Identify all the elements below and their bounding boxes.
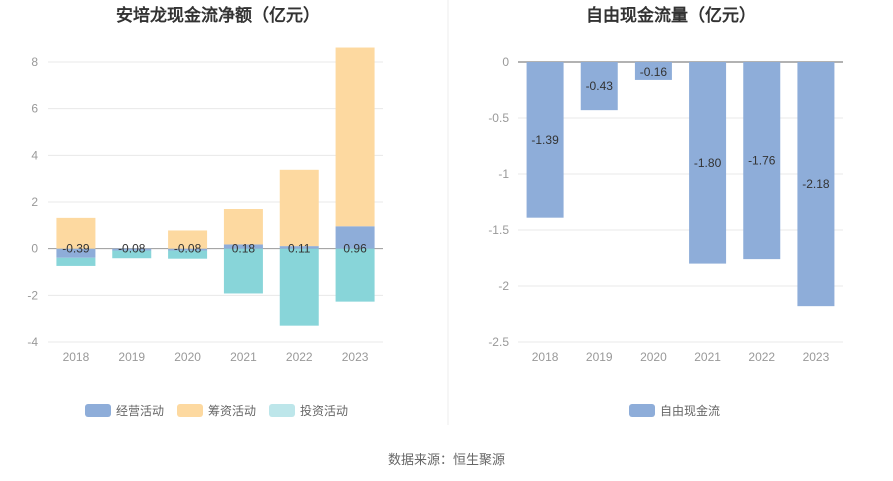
left-data-label: -0.08 bbox=[174, 242, 202, 256]
left-data-label: 0.96 bbox=[343, 242, 367, 256]
right-x-tick: 2018 bbox=[532, 350, 559, 364]
left-bar-operating[interactable] bbox=[112, 248, 152, 251]
legend-swatch-investing bbox=[269, 404, 295, 417]
left-bar-investing[interactable] bbox=[279, 248, 319, 326]
left-x-tick: 2020 bbox=[174, 350, 201, 364]
legend-label-financing: 筹资活动 bbox=[208, 404, 256, 418]
right-data-label: -0.16 bbox=[640, 65, 668, 79]
left-chart: 安培龙现金流净额（亿元） -4 -2 0 2 4 6 8 -0.39 -0.08 -0.08 0.… bbox=[27, 5, 383, 418]
data-source: 数据来源：恒生聚源 bbox=[388, 452, 505, 467]
left-y-tick: -2 bbox=[27, 288, 38, 302]
right-y-tick: -0.5 bbox=[488, 111, 509, 125]
legend-swatch-fcf bbox=[629, 404, 655, 417]
legend-swatch-operating bbox=[85, 404, 111, 417]
right-bar-fcf[interactable] bbox=[526, 62, 564, 218]
right-data-label: -0.43 bbox=[586, 79, 614, 93]
right-y-tick: -1 bbox=[498, 167, 509, 181]
left-bar-financing[interactable] bbox=[56, 217, 96, 249]
right-grid: 0 -0.5 -1 -1.5 -2 -2.5 bbox=[488, 55, 843, 349]
left-x-ticks: 2018 2019 2020 2021 2022 2023 bbox=[63, 350, 369, 364]
right-y-tick: -2.5 bbox=[488, 335, 509, 349]
left-bar-investing[interactable] bbox=[223, 248, 263, 294]
right-data-label: -1.39 bbox=[531, 133, 559, 147]
legend-item-fcf[interactable]: 自由现金流 bbox=[629, 403, 720, 418]
legend-label-fcf: 自由现金流 bbox=[660, 403, 720, 418]
left-data-label: -0.08 bbox=[118, 242, 146, 256]
right-y-tick: 0 bbox=[502, 55, 509, 69]
right-x-tick: 2020 bbox=[640, 350, 667, 364]
left-y-tick: 4 bbox=[31, 148, 38, 162]
right-x-tick: 2019 bbox=[586, 350, 613, 364]
left-y-tick: 8 bbox=[31, 55, 38, 69]
right-bar-fcf[interactable] bbox=[689, 62, 727, 264]
right-chart-title: 自由现金流量（亿元） bbox=[586, 5, 756, 25]
right-legend: 自由现金流 bbox=[629, 403, 720, 418]
left-bar-investing[interactable] bbox=[56, 257, 96, 266]
left-y-tick: 0 bbox=[31, 242, 38, 256]
left-y-tick: 6 bbox=[31, 102, 38, 116]
legend-swatch-financing bbox=[177, 404, 203, 417]
left-data-label: -0.39 bbox=[62, 242, 90, 256]
left-bars bbox=[56, 47, 375, 326]
left-bar-investing[interactable] bbox=[112, 250, 152, 259]
left-bar-financing[interactable] bbox=[335, 47, 375, 227]
left-bar-investing[interactable] bbox=[168, 250, 208, 259]
left-bar-operating[interactable] bbox=[168, 248, 208, 251]
left-x-tick: 2023 bbox=[342, 350, 369, 364]
right-data-label: -1.80 bbox=[694, 156, 722, 170]
right-y-tick: -1.5 bbox=[488, 223, 509, 237]
right-bar-fcf[interactable] bbox=[797, 62, 835, 307]
right-data-labels: -1.39 -0.43 -0.16 -1.80 -1.76 -2.18 bbox=[531, 65, 830, 191]
right-chart: 自由现金流量（亿元） 0-0.5-1-1.5-2-2.5 -1.39-0.43-… bbox=[488, 5, 843, 418]
left-x-tick: 2022 bbox=[286, 350, 313, 364]
right-y-tick: -2 bbox=[498, 279, 509, 293]
right-bar-fcf[interactable] bbox=[580, 62, 618, 111]
left-y-tick: 2 bbox=[31, 195, 38, 209]
left-bar-investing[interactable] bbox=[335, 248, 375, 302]
right-x-tick: 2023 bbox=[803, 350, 830, 364]
right-data-label: -1.76 bbox=[748, 154, 776, 168]
left-x-tick: 2021 bbox=[230, 350, 257, 364]
left-y-tick: -4 bbox=[27, 335, 38, 349]
right-x-ticks: 2018 2019 2020 2021 2022 2023 bbox=[532, 350, 830, 364]
right-x-tick: 2021 bbox=[694, 350, 721, 364]
left-x-tick: 2018 bbox=[63, 350, 90, 364]
right-bar-fcf[interactable] bbox=[634, 62, 672, 80]
left-bar-financing[interactable] bbox=[279, 169, 319, 247]
legend-label-operating: 经营活动 bbox=[116, 404, 164, 418]
left-legend: 经营活动 筹资活动 投资活动 bbox=[85, 403, 348, 418]
right-bar-fcf[interactable] bbox=[743, 62, 781, 260]
left-data-label: 0.18 bbox=[232, 242, 256, 256]
legend-label-investing: 投资活动 bbox=[300, 403, 348, 418]
left-chart-title: 安培龙现金流净额（亿元） bbox=[116, 5, 320, 25]
left-bar-financing[interactable] bbox=[168, 230, 208, 249]
legend-item-operating[interactable]: 经营活动 bbox=[85, 404, 164, 418]
left-bar-operating[interactable] bbox=[279, 246, 319, 249]
left-grid: -4 -2 0 2 4 6 8 bbox=[27, 55, 383, 349]
left-data-label: 0.11 bbox=[288, 242, 311, 256]
left-bar-financing[interactable] bbox=[223, 209, 263, 245]
left-bar-operating[interactable] bbox=[223, 244, 263, 249]
left-x-tick: 2019 bbox=[118, 350, 145, 364]
left-data-labels: -0.39 -0.08 -0.08 0.18 0.11 0.96 bbox=[62, 242, 367, 256]
legend-item-investing[interactable]: 投资活动 bbox=[269, 403, 348, 418]
right-bars bbox=[526, 62, 835, 307]
right-x-tick: 2022 bbox=[748, 350, 775, 364]
left-bar-operating[interactable] bbox=[335, 226, 375, 249]
legend-item-financing[interactable]: 筹资活动 bbox=[177, 404, 256, 418]
right-data-label: -2.18 bbox=[802, 177, 830, 191]
left-bar-operating[interactable] bbox=[56, 248, 96, 258]
